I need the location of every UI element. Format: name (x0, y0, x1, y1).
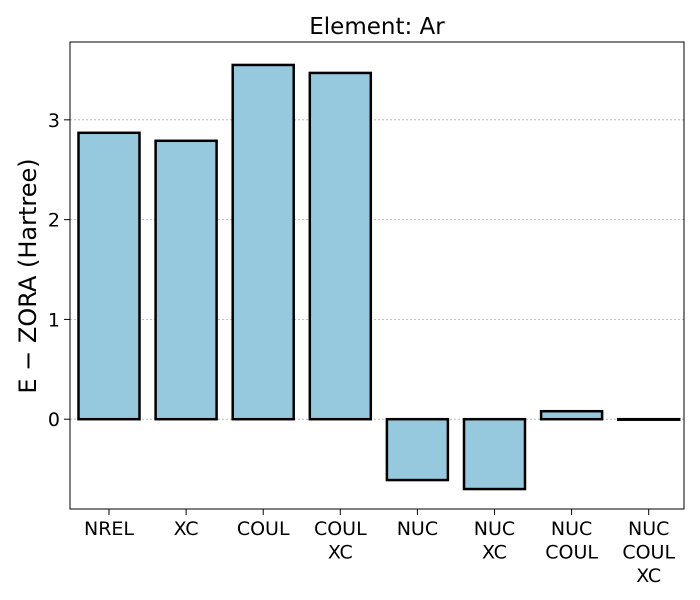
bar-4 (385, 417, 450, 482)
x-tick-label: XC (174, 518, 199, 540)
plot-frame (69, 41, 685, 510)
bars (77, 63, 681, 491)
y-axis-ticks: 0 1 2 3 (48, 110, 70, 431)
x-tick-label: COUL (237, 518, 290, 540)
x-tick-label: NREL (84, 518, 134, 540)
bar-0 (77, 131, 141, 421)
y-axis-label: E − ZORA (Hartree) (14, 158, 42, 393)
bar-2 (231, 63, 295, 421)
chart-title: Element: Ar (309, 14, 445, 40)
bar-3 (308, 71, 373, 421)
y-tick-label: 3 (48, 110, 60, 132)
y-tick-label: 1 (48, 309, 60, 331)
x-tick-label: NUC XC (474, 518, 515, 564)
x-axis-ticks: NREL XC COUL COUL XC NUC NUC XC NUC COUL NUC COUL XC (84, 509, 675, 587)
y-tick-label: 0 (48, 409, 60, 431)
bar-6 (539, 409, 604, 421)
y-tick-label: 2 (48, 210, 60, 232)
x-tick-label: NUC (397, 518, 438, 540)
x-tick-label: NUC COUL XC (622, 518, 675, 587)
x-tick-label: NUC COUL (545, 518, 598, 564)
x-tick-label: COUL XC (314, 518, 367, 564)
bar-1 (154, 139, 218, 421)
bar-5 (462, 417, 527, 491)
bar-7 (616, 417, 681, 421)
